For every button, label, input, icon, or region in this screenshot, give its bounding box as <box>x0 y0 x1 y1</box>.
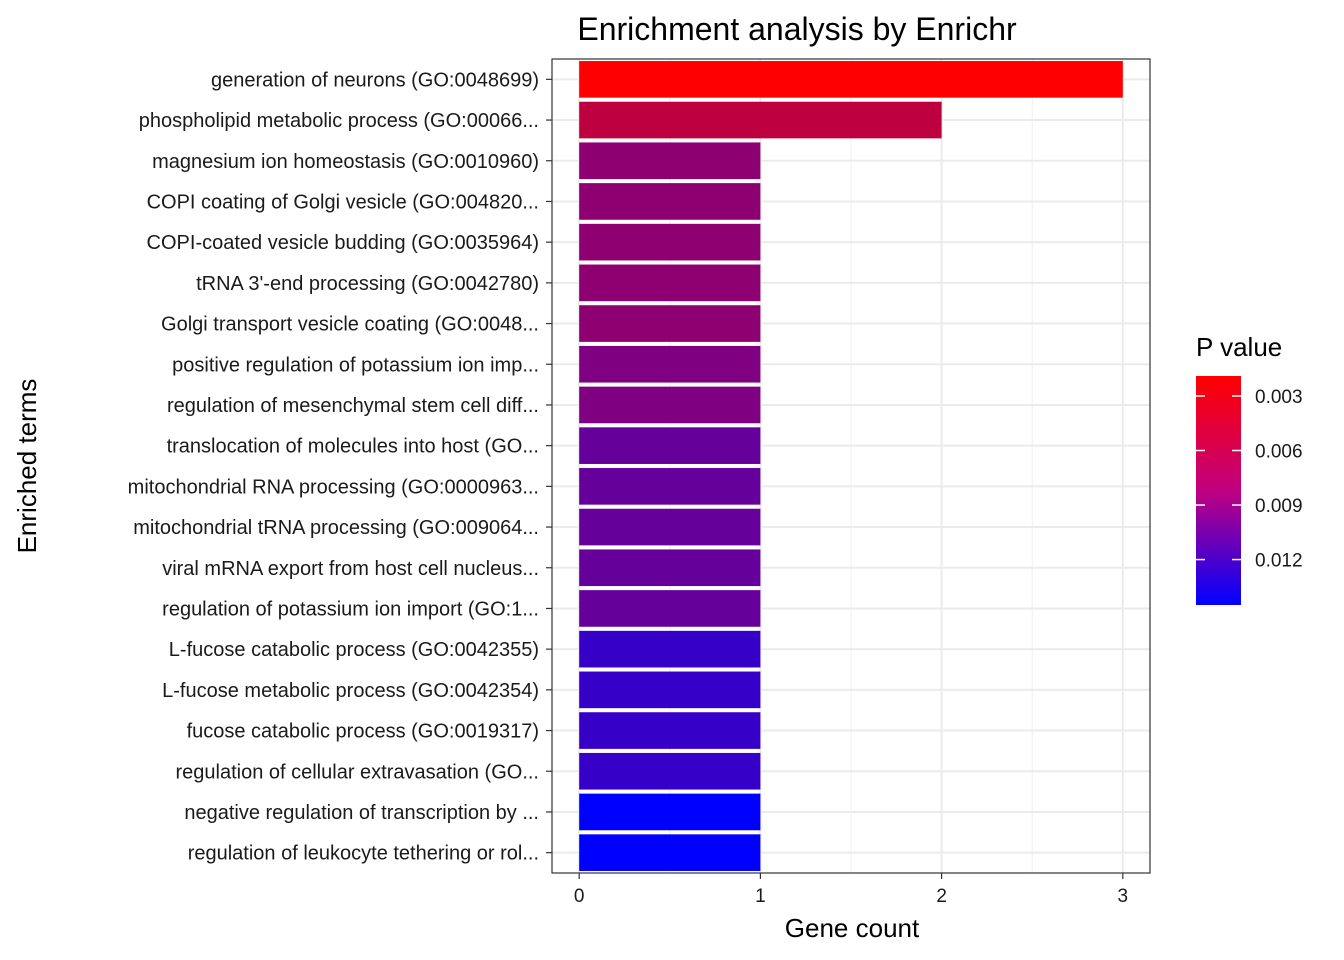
grid-minor <box>669 59 1033 873</box>
bar <box>579 345 761 383</box>
category-label: regulation of leukocyte tethering or rol… <box>188 843 539 865</box>
bar <box>579 712 761 749</box>
legend: P value 0.003 0.006 0.009 0.012 <box>1196 332 1303 605</box>
category-label: regulation of mesenchymal stem cell diff… <box>167 395 539 417</box>
bar <box>579 590 761 627</box>
category-label: generation of neurons (GO:0048699) <box>211 69 539 91</box>
bar <box>579 752 761 790</box>
category-label: phospholipid metabolic process (GO:00066… <box>139 110 539 132</box>
category-label: tRNA 3'-end processing (GO:0042780) <box>196 273 539 295</box>
category-label: L-fucose catabolic process (GO:0042355) <box>169 639 539 661</box>
bar <box>579 305 761 342</box>
bar <box>579 468 761 505</box>
category-label: viral mRNA export from host cell nucleus… <box>162 558 539 580</box>
bar <box>579 427 761 464</box>
legend-tick-label: 0.003 <box>1255 387 1303 408</box>
legend-colorbar <box>1196 376 1241 605</box>
plot-panel-border <box>551 58 1151 874</box>
category-label: fucose catabolic process (GO:0019317) <box>187 721 539 743</box>
legend-tick-label: 0.006 <box>1255 442 1303 463</box>
category-label: mitochondrial tRNA processing (GO:009064… <box>133 517 539 539</box>
legend-ticks: 0.003 0.006 0.009 0.012 <box>1196 387 1303 572</box>
category-label: regulation of potassium ion import (GO:1… <box>162 598 539 620</box>
bar <box>579 793 761 831</box>
chart-title: Enrichment analysis by Enrichr <box>577 11 1017 47</box>
y-axis-title: Enriched terms <box>12 379 42 554</box>
category-label: mitochondrial RNA processing (GO:0000963… <box>128 476 539 498</box>
x-axis: 0 1 2 3 <box>574 873 1128 907</box>
x-tick-label: 3 <box>1118 886 1129 907</box>
bar <box>579 508 761 546</box>
legend-title: P value <box>1196 332 1282 362</box>
x-tick-label: 1 <box>755 886 766 907</box>
bar <box>579 630 761 668</box>
x-axis-title: Gene count <box>785 913 920 943</box>
x-tick-label: 0 <box>574 886 585 907</box>
category-label: translocation of molecules into host (GO… <box>167 436 539 458</box>
category-label: magnesium ion homeostasis (GO:0010960) <box>152 151 539 173</box>
category-label: L-fucose metabolic process (GO:0042354) <box>162 680 539 702</box>
bar <box>579 386 761 424</box>
bar <box>579 549 761 587</box>
category-label: COPI coating of Golgi vesicle (GO:004820… <box>147 191 539 213</box>
bar <box>579 223 761 261</box>
bar <box>579 834 761 871</box>
category-label: COPI-coated vesicle budding (GO:0035964) <box>147 232 539 254</box>
legend-tick-label: 0.009 <box>1255 496 1303 517</box>
bar <box>579 183 761 220</box>
x-tick-label: 2 <box>936 886 947 907</box>
legend-tick-label: 0.012 <box>1255 551 1303 572</box>
bar <box>579 671 761 709</box>
y-axis: generation of neurons (GO:0048699) phosph… <box>128 69 552 865</box>
bar <box>579 61 1123 98</box>
category-label: Golgi transport vesicle coating (GO:0048… <box>161 314 539 336</box>
category-label: regulation of cellular extravasation (GO… <box>175 761 539 783</box>
bars <box>579 61 1123 871</box>
category-label: negative regulation of transcription by … <box>184 802 539 824</box>
bar <box>579 101 942 139</box>
bar <box>579 142 761 180</box>
bar <box>579 264 761 302</box>
category-label: positive regulation of potassium ion imp… <box>172 354 539 376</box>
